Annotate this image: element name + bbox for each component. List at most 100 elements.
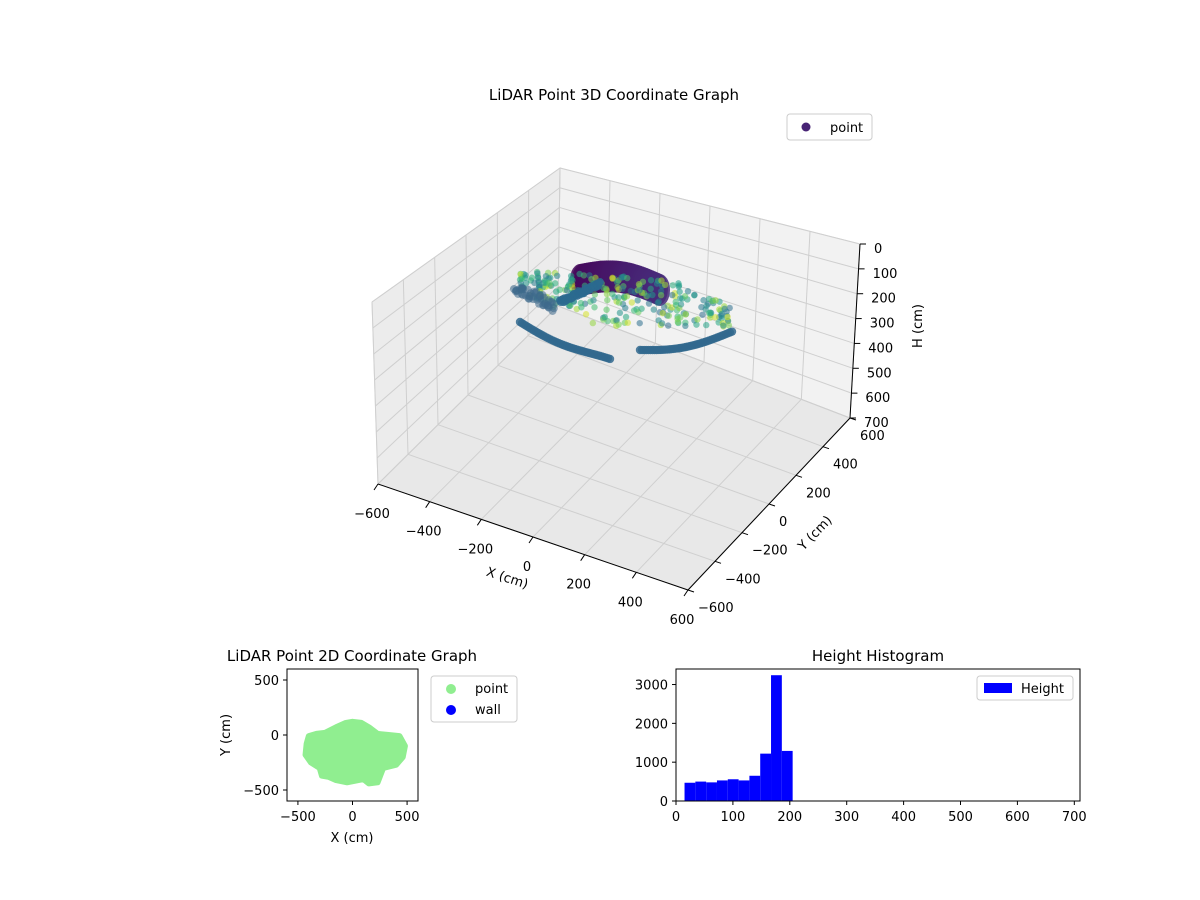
cloud-body-point — [674, 318, 682, 326]
legend-2d: point wall — [430, 675, 518, 723]
cloud-body-point — [706, 309, 713, 317]
z-tick-label: 100 — [873, 267, 898, 282]
cloud-body-point — [669, 291, 676, 299]
histogram-bar — [706, 782, 717, 801]
cloud-body-point — [618, 274, 625, 281]
chart-2d-scatter: LiDAR Point 2D Coordinate Graph −500 0 500… — [219, 647, 518, 846]
cloud-body-point — [720, 322, 727, 329]
x-tick-mark — [631, 572, 637, 579]
cloud-body-point — [542, 272, 550, 280]
cloud-body-point — [724, 313, 731, 321]
z-axis-3d-ticks: 0 100 200 300 400 500 600 700 — [850, 242, 897, 431]
cloud-body-point — [591, 304, 598, 311]
histogram-x-tick-label: 700 — [1062, 810, 1087, 825]
histogram-y-tick-label: 1000 — [635, 756, 668, 771]
x-tick-label: −200 — [457, 542, 493, 557]
chart-3d: LiDAR Point 3D Coordinate Graph −600 −400… — [354, 86, 926, 628]
cloud-body-point — [630, 307, 638, 314]
x-tick-mark — [476, 519, 482, 526]
cloud-body-point — [658, 277, 665, 284]
histogram-x-tick-label: 500 — [948, 810, 973, 825]
cloud-body-point — [691, 292, 698, 299]
cloud-body-point — [659, 310, 666, 317]
cloud-body-point — [676, 288, 683, 295]
y-tick-mark — [741, 532, 749, 536]
chart-histogram: Height Histogram 0 100 200 300 400 500 600 7000… — [635, 647, 1087, 825]
y-tick-label: −600 — [698, 601, 734, 616]
point-series-2d — [302, 718, 408, 787]
cloud-body-point — [647, 277, 655, 284]
chart-3d-title: LiDAR Point 3D Coordinate Graph — [489, 86, 739, 104]
cloud-edge-point — [605, 354, 615, 364]
legend-3d-label: point — [830, 121, 863, 136]
grid-3d — [371, 167, 861, 591]
cloud-body-point — [622, 304, 629, 312]
z-tick-label: 500 — [867, 366, 892, 381]
y-tick-mark — [714, 560, 722, 564]
y-tick-mark — [768, 503, 776, 507]
x-tick-label-2d: −500 — [280, 810, 316, 825]
cloud-body-point — [725, 322, 733, 329]
cloud-body-point — [609, 290, 616, 298]
legend-histogram-frame — [976, 675, 1074, 701]
x-tick-label-2d: 500 — [395, 810, 420, 825]
cloud-left-wing-point — [549, 300, 558, 309]
cloud-body-point — [660, 303, 668, 311]
cloud-body-point — [636, 319, 643, 327]
histogram-x-tick-label: 600 — [1005, 810, 1030, 825]
cloud-body-point — [675, 283, 682, 290]
cloud-left-wing-point — [518, 285, 527, 294]
cloud-body-point — [682, 311, 689, 318]
x-tick-label-2d: 0 — [348, 810, 356, 825]
cloud-body-point — [531, 279, 538, 287]
cloud-body-point — [615, 299, 623, 306]
histogram-bar — [727, 779, 739, 801]
cloud-body-point — [552, 288, 560, 295]
cloud-body-point — [522, 279, 530, 287]
cloud-body-point — [700, 297, 707, 304]
cloud-body-point — [576, 270, 583, 278]
y-tick-mark — [822, 446, 830, 450]
cloud-body-point — [589, 319, 597, 327]
cloud-body-point — [703, 321, 710, 329]
y-tick-label: −200 — [752, 544, 788, 559]
histogram-bar — [738, 780, 750, 801]
cloud-left-wing-point — [535, 291, 544, 300]
z-axis-3d-label: H (cm) — [911, 304, 926, 348]
cloud-body-point — [622, 313, 630, 321]
x-tick-mark — [683, 589, 689, 597]
cloud-body-point — [546, 279, 553, 287]
cloud-body-point — [677, 314, 684, 321]
y-tick-label: 0 — [779, 515, 787, 530]
cloud-body-point — [616, 309, 624, 317]
cloud-body-point — [603, 290, 611, 298]
x-tick-mark — [425, 501, 431, 508]
histogram-bar — [760, 753, 772, 801]
x-tick-label: −600 — [354, 507, 390, 522]
cloud-body-point — [615, 294, 622, 301]
cloud-body-point — [712, 314, 719, 321]
histogram-x-tick-label: 400 — [891, 810, 916, 825]
y-tick-label-2d: 500 — [254, 674, 279, 689]
cloud-body-point — [619, 285, 626, 293]
cloud-body-point — [603, 306, 610, 313]
cloud-body-point — [721, 305, 728, 313]
y-tick-label: 600 — [860, 429, 885, 444]
cloud-body-point — [635, 281, 643, 288]
histogram-ticks: 0 100 200 300 400 500 600 700 0 1000 2000 3000 — [635, 679, 1087, 825]
cloud-body-point — [703, 302, 710, 309]
cloud-edge-point — [596, 278, 604, 287]
histogram-bar — [781, 750, 793, 801]
x-tick-mark — [528, 536, 534, 544]
y-tick-mark — [687, 589, 695, 593]
cloud-body-point — [657, 291, 665, 299]
point-series-2d-area — [302, 718, 408, 787]
cloud-body-point — [601, 313, 608, 321]
cloud-body-point — [650, 306, 657, 313]
x-tick-label: 0 — [523, 560, 531, 575]
cloud-body-point — [582, 311, 590, 318]
cloud-body-point — [551, 280, 559, 287]
x-tick-label: 200 — [566, 578, 591, 593]
cloud-body-point — [677, 301, 685, 308]
